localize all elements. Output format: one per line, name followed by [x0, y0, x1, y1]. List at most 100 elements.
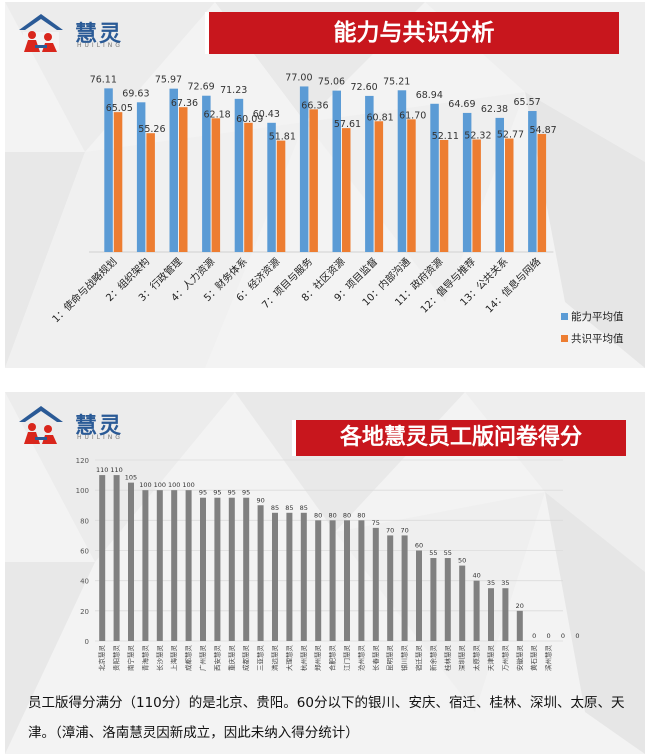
score-value-label: 20 — [516, 602, 524, 610]
bar-value-label: 54.87 — [529, 125, 556, 136]
bar-value-label: 62.18 — [203, 109, 230, 120]
city-label: 长沙慧灵 — [155, 645, 164, 672]
city-label: 银川慧灵 — [400, 645, 409, 672]
score-value-label: 35 — [501, 579, 509, 587]
score-bar — [286, 512, 293, 641]
city-label: 广州慧灵 — [198, 645, 207, 672]
score-bar — [430, 558, 437, 641]
score-bar — [142, 490, 149, 641]
city-label: 黄石慧灵 — [529, 645, 538, 672]
bar-capability — [202, 95, 211, 253]
logo-text: 慧灵 — [75, 22, 124, 47]
bar-consensus — [374, 121, 384, 252]
score-bar — [171, 490, 178, 641]
legend-swatch — [561, 313, 568, 320]
score-bar — [502, 588, 509, 641]
score-value-label: 0 — [547, 632, 551, 640]
bar-consensus — [537, 134, 547, 252]
score-value-label: 70 — [400, 526, 408, 534]
logo-subtext: HUILING — [77, 434, 123, 441]
score-bar — [257, 505, 264, 641]
score-value-label: 95 — [199, 489, 207, 497]
city-label: 北京慧灵 — [97, 645, 106, 672]
score-bar — [243, 497, 250, 641]
bar-consensus — [505, 138, 514, 252]
score-bar — [473, 580, 480, 641]
score-value-label: 105 — [125, 474, 137, 482]
slide-capability-consensus: 慧灵 HUILING 能力与共识分析 76.11 65.05 1：使命与战略规划 69… — [5, 2, 645, 368]
score-bar — [416, 550, 422, 641]
score-value-label: 110 — [110, 466, 122, 474]
city-label: 万州慧灵 — [500, 645, 509, 672]
city-label: 成都慧灵 — [184, 645, 193, 672]
city-label: 成都慧灵 — [241, 645, 250, 672]
city-label: 南宁慧灵 — [126, 645, 135, 672]
bar-value-label: 62.38 — [481, 104, 508, 115]
category-label: 12：倡导与推荐 — [417, 255, 478, 316]
score-value-label: 75 — [372, 519, 380, 527]
score-value-label: 95 — [228, 489, 236, 497]
bar-value-label: 51.81 — [269, 132, 296, 143]
bar-consensus — [309, 109, 318, 253]
bar-capability — [136, 102, 146, 252]
bar-value-label: 52.77 — [497, 130, 524, 141]
city-label: 天津慧灵 — [486, 645, 495, 672]
score-value-label: 55 — [429, 549, 437, 557]
bar-value-label: 75.97 — [155, 75, 182, 86]
logo-subtext: HUILING — [77, 42, 123, 49]
bar-capability — [528, 111, 537, 252]
score-value-label: 80 — [328, 511, 336, 519]
bar-value-label: 75.06 — [318, 77, 345, 88]
y-tick-label: 80 — [80, 517, 89, 525]
city-label: 新余慧灵 — [428, 645, 437, 672]
city-label: 贵阳慧灵 — [112, 645, 121, 672]
bar-capability — [104, 88, 113, 253]
score-bar — [372, 527, 379, 641]
score-value-label: 85 — [300, 504, 308, 512]
bar-value-label: 75.21 — [383, 76, 410, 87]
legend-label: 共识平均值 — [571, 332, 624, 345]
score-value-label: 55 — [444, 549, 452, 557]
bar-capability — [332, 90, 341, 252]
huiling-logo: 慧灵 HUILING — [15, 12, 135, 56]
bar-value-label: 61.70 — [399, 110, 426, 121]
city-label: 安徽慧灵 — [515, 645, 524, 672]
chart-title-banner: 各地慧灵员工版问卷得分 — [292, 420, 626, 456]
score-bar — [99, 475, 106, 641]
score-value-label: 100 — [139, 481, 151, 489]
city-label: 长春慧灵 — [371, 645, 380, 672]
bar-capability — [169, 88, 178, 253]
bar-capability — [299, 86, 309, 252]
score-bar — [214, 497, 221, 641]
city-label: 郑州慧灵 — [313, 645, 322, 672]
bar-consensus — [179, 107, 188, 253]
y-tick-label: 100 — [76, 487, 89, 495]
bar-consensus — [276, 140, 286, 252]
city-label: 清远慧灵 — [270, 645, 279, 672]
city-label: 昆明慧灵 — [385, 645, 394, 672]
capability-consensus-chart: 76.1165.051：使命与战略规划69.6355.262：组织架构75.97… — [49, 72, 624, 345]
bar-consensus — [439, 139, 449, 252]
y-tick-label: 60 — [80, 548, 89, 556]
score-bar — [128, 482, 134, 641]
score-value-label: 40 — [472, 572, 480, 580]
city-label: 太原慧灵 — [472, 645, 481, 672]
score-bar — [315, 520, 322, 641]
score-bar — [272, 512, 278, 641]
score-value-label: 110 — [96, 466, 108, 474]
city-label: 青海慧灵 — [140, 645, 149, 672]
y-tick-label: 120 — [76, 457, 89, 465]
score-bar — [156, 490, 163, 641]
bar-value-label: 57.61 — [334, 119, 361, 130]
score-bar — [444, 558, 451, 641]
city-label: 大理慧灵 — [284, 645, 293, 672]
score-bar — [488, 588, 494, 641]
bar-consensus — [146, 133, 155, 252]
city-label: 深圳慧灵 — [457, 645, 466, 672]
city-label: 上海慧灵 — [169, 645, 178, 672]
legend-label: 能力平均值 — [571, 310, 624, 323]
city-label: 沧州慧灵 — [356, 645, 365, 672]
score-value-label: 85 — [271, 504, 279, 512]
score-value-label: 100 — [154, 481, 166, 489]
bar-value-label: 60.09 — [236, 114, 263, 125]
